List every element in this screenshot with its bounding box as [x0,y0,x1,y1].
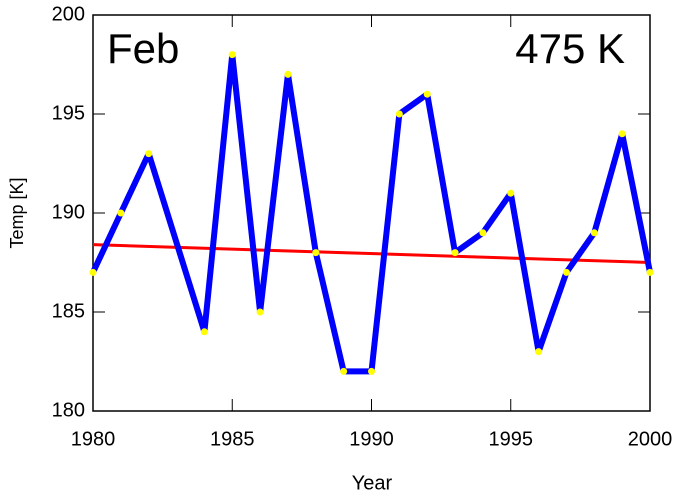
data-point [535,348,543,356]
x-tick-label: 1980 [71,428,116,450]
x-axis-label: Year [352,472,393,494]
y-tick-label: 195 [52,102,85,124]
data-point [284,70,292,78]
data-point [395,110,403,118]
x-tick-label: 1995 [489,428,534,450]
x-tick-label: 1985 [210,428,255,450]
data-point [117,209,125,217]
data-line [90,51,653,375]
data-point [256,308,264,316]
month-annotation: Feb [107,25,179,72]
level-annotation: 475 K [515,25,625,72]
data-point [646,268,654,276]
data-point [590,229,598,237]
y-tick-label: 185 [52,300,85,322]
x-tick-label: 2000 [628,428,673,450]
x-tick-label: 1990 [349,428,394,450]
data-point [200,328,208,336]
data-point [618,130,626,138]
y-axis-label: Temp [K] [7,177,27,248]
data-point [340,367,348,375]
data-point [228,51,236,59]
y-tick-label: 190 [52,201,85,223]
data-point [145,150,153,158]
data-point [368,367,375,375]
data-point [562,268,570,276]
data-point [423,90,431,98]
data-point [312,249,320,257]
data-point [89,268,97,276]
data-point [507,189,515,197]
y-tick-label: 200 [52,3,85,25]
y-tick-label: 180 [52,399,85,421]
data-point [451,249,459,257]
data-point [479,229,487,237]
trend-line [92,243,651,264]
